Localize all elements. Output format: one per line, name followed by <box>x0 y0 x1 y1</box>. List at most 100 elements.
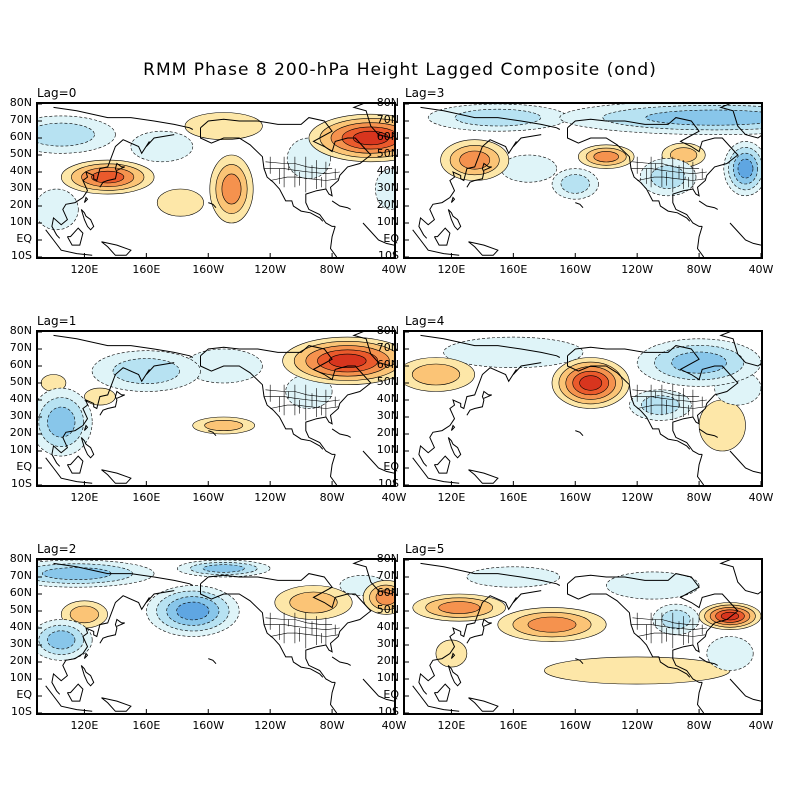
coastline <box>698 656 718 666</box>
lon-tick-label: 120E <box>437 719 466 732</box>
lat-tick-label: 10N <box>376 443 399 456</box>
coastline <box>420 562 561 586</box>
panel-lag-label: Lag=0 <box>37 86 77 100</box>
contour-level <box>466 566 561 588</box>
state-border <box>631 624 707 631</box>
positive-anomaly <box>440 139 510 181</box>
coastline <box>362 678 394 702</box>
positive-anomaly <box>698 602 761 630</box>
lat-tick-label: 70N <box>9 341 32 354</box>
lon-tick-label: 160W <box>559 719 592 732</box>
negative-anomaly <box>375 168 394 210</box>
coastline <box>412 229 460 256</box>
contour-level <box>706 636 754 671</box>
lat-tick-label: EQ <box>16 460 32 473</box>
contour-level <box>285 374 333 409</box>
coastline <box>696 682 705 713</box>
map-svg <box>405 104 761 257</box>
contour-level <box>91 170 125 184</box>
coastline <box>450 652 456 659</box>
negative-anomaly <box>723 141 761 197</box>
lat-tick-label: 10S <box>378 249 399 262</box>
coastline <box>101 241 132 256</box>
coastline <box>331 656 351 666</box>
lat-tick-label: 60N <box>9 358 32 371</box>
coastline <box>53 334 194 358</box>
contour-level <box>605 571 700 600</box>
state-border <box>632 161 700 169</box>
lon-tick-label: 160W <box>192 719 225 732</box>
coastline <box>66 227 84 246</box>
coastline <box>719 104 761 139</box>
coastline <box>575 430 584 437</box>
panel-lag-label: Lag=4 <box>405 314 445 328</box>
state-border <box>632 617 700 625</box>
lat-tick-label: EQ <box>383 688 399 701</box>
coastline <box>329 226 338 257</box>
coastline <box>83 652 89 659</box>
positive-anomaly <box>209 154 254 224</box>
coastline <box>418 590 542 695</box>
lat-tick-label: 50N <box>376 375 399 388</box>
negative-anomaly <box>91 350 201 392</box>
lat-tick-label: 50N <box>376 147 399 160</box>
lon-tick-label: 160E <box>499 719 528 732</box>
contour-level <box>661 609 691 630</box>
map-svg <box>405 560 761 713</box>
negative-anomaly <box>38 115 116 154</box>
coastline <box>200 127 324 222</box>
positive-anomaly <box>578 144 635 169</box>
coastline <box>412 457 460 484</box>
coastline <box>418 362 542 467</box>
lat-tick-label: 20N <box>376 198 399 211</box>
coastline <box>450 196 456 203</box>
negative-anomaly <box>500 154 558 183</box>
contour-level <box>202 564 245 573</box>
coastline <box>208 202 217 209</box>
coastline <box>331 200 351 210</box>
lon-tick-label: 160W <box>559 491 592 504</box>
lat-tick-label: EQ <box>383 460 399 473</box>
coastline <box>412 685 460 712</box>
lat-tick-label: EQ <box>16 688 32 701</box>
coastline <box>200 345 372 455</box>
coastline <box>567 127 691 222</box>
coastline <box>729 678 761 702</box>
state-border <box>265 389 333 397</box>
lat-tick-label: 80N <box>9 324 32 337</box>
lat-tick-label: 30N <box>376 181 399 194</box>
lon-tick-label: 160W <box>192 263 225 276</box>
coastline <box>99 162 125 188</box>
contour-level <box>38 122 95 147</box>
coastline <box>352 560 394 595</box>
map-panel <box>403 558 763 715</box>
contour-level <box>438 601 481 614</box>
lon-tick-label: 40W <box>381 719 407 732</box>
coastline <box>466 162 492 188</box>
positive-anomaly <box>274 585 353 620</box>
positive-anomaly <box>60 159 155 195</box>
contour-level <box>130 130 194 163</box>
lon-tick-label: 120W <box>254 263 287 276</box>
coastline <box>329 454 338 485</box>
coastline <box>362 222 394 246</box>
coastline <box>567 345 739 455</box>
coastline <box>729 450 761 474</box>
contour-level <box>737 158 754 179</box>
lat-tick-label: EQ <box>383 232 399 245</box>
map-panel <box>403 102 763 259</box>
coastline <box>80 437 95 459</box>
coastline <box>83 424 89 431</box>
lon-tick-label: 120E <box>70 491 99 504</box>
lon-tick-label: 160W <box>192 491 225 504</box>
negative-anomaly <box>443 336 584 368</box>
map-panel <box>36 102 396 259</box>
coastline <box>729 222 761 246</box>
contour-level <box>543 656 731 685</box>
lat-tick-label: 40N <box>9 392 32 405</box>
coastline <box>53 106 194 130</box>
lat-tick-label: 30N <box>9 181 32 194</box>
lon-tick-label: 120W <box>621 263 654 276</box>
coastline <box>567 117 739 227</box>
coastline <box>83 196 89 203</box>
